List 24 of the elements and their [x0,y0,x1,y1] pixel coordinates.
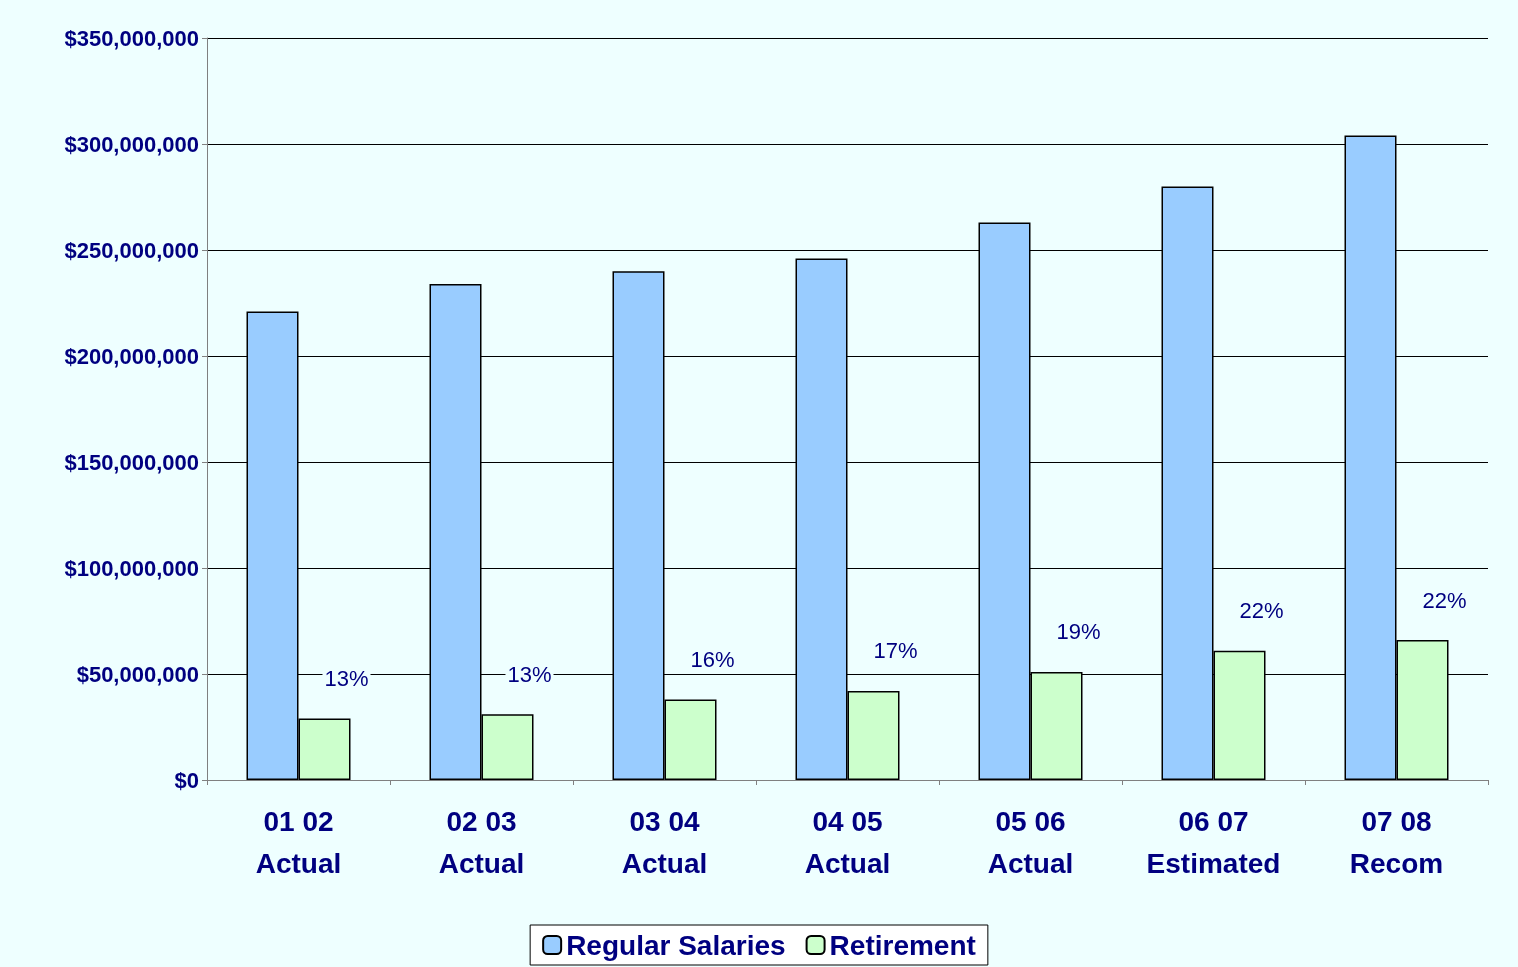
x-tick-label: 04 05 Actual [804,805,891,879]
legend-label: Retirement [829,929,976,961]
y-tick-label: $150,000,000 [64,449,199,475]
legend-label: Regular Salaries [566,929,786,961]
annotation: 17% [873,638,918,664]
x-tick-label: 07 08 Recom [1349,805,1444,879]
y-tick-label: $100,000,000 [64,555,199,581]
annotation: 22% [1422,587,1467,613]
annotation: 19% [1056,619,1101,645]
y-tick-label: $350,000,000 [64,25,199,51]
y-tick-label: $50,000,000 [76,661,199,687]
y-tick-label: $0 [174,767,199,793]
annotation: 22% [1239,598,1284,624]
annotation: 13% [507,661,552,687]
x-tick-label: 06 07 Estimated [1146,805,1281,879]
y-tick-label: $300,000,000 [64,131,199,157]
y-tick-label: $250,000,000 [64,237,199,263]
x-tick-label: 02 03 Actual [438,805,525,879]
annotation: 13% [324,666,369,692]
annotation: 16% [690,646,735,672]
y-tick-label: $200,000,000 [64,343,199,369]
x-tick-label: 01 02 Actual [255,805,342,879]
x-tick-label: 03 04 Actual [621,805,708,879]
x-tick-label: 05 06 Actual [987,805,1074,879]
